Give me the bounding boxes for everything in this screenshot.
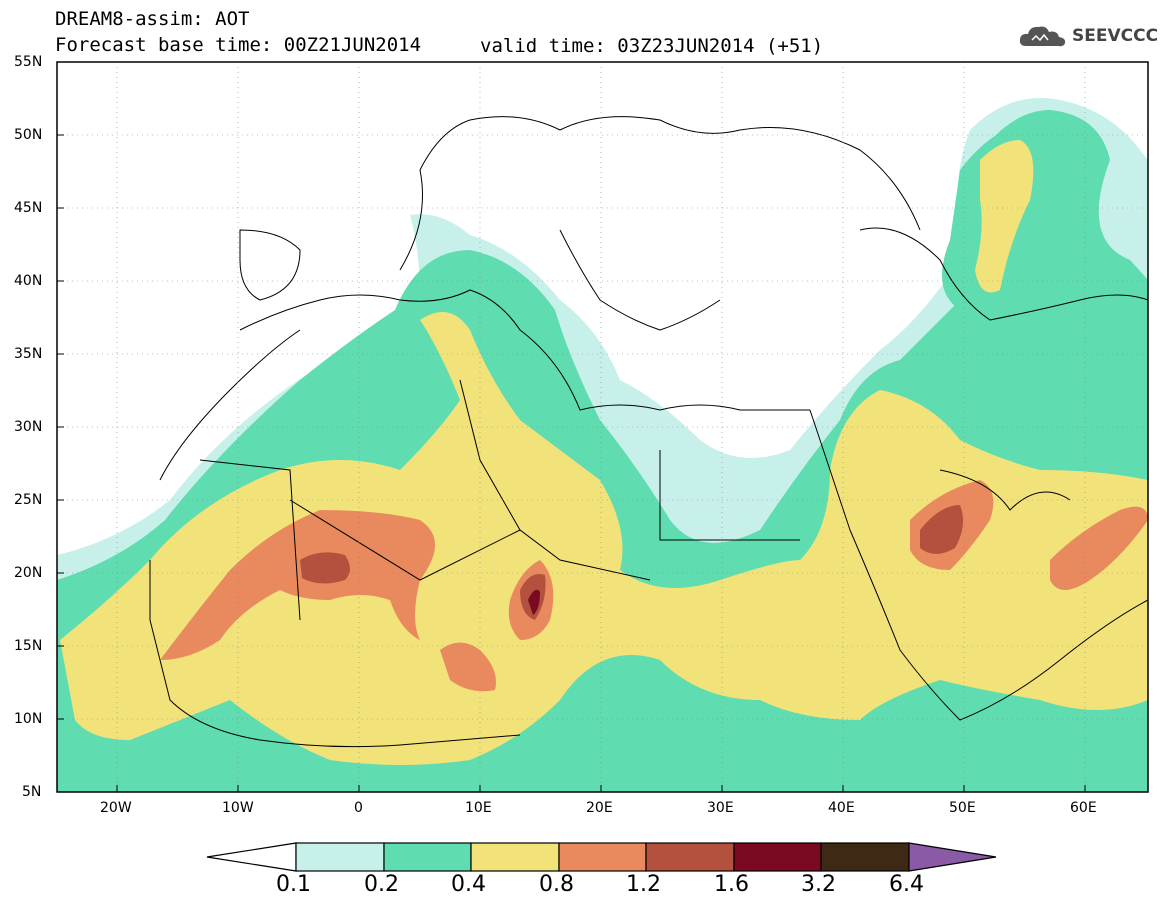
- colorbar-label: 3.2: [801, 872, 836, 897]
- colorbar-segment: [470, 842, 560, 872]
- lat-label: 5N: [22, 784, 42, 800]
- lat-label: 55N: [14, 54, 43, 70]
- lon-label: 30E: [707, 800, 734, 816]
- lat-label: 40N: [14, 273, 43, 289]
- colorbar-label: 0.2: [364, 872, 399, 897]
- lat-label: 10N: [14, 711, 43, 727]
- lat-label: 30N: [14, 419, 43, 435]
- lat-label: 15N: [14, 638, 43, 654]
- colorbar-low-arrow: [206, 842, 297, 872]
- axis-ticks: [57, 61, 1086, 792]
- colorbar-label: 6.4: [889, 872, 924, 897]
- lat-label: 45N: [14, 200, 43, 216]
- colorbar-segment: [295, 842, 385, 872]
- lon-label: 60E: [1070, 800, 1097, 816]
- lon-label: 20W: [100, 800, 132, 816]
- chart-title: DREAM8-assim: AOT: [55, 8, 250, 30]
- seevccc-logo: SEEVCCC: [1018, 22, 1158, 50]
- lon-label: 0: [354, 800, 363, 816]
- lat-label: 25N: [14, 492, 43, 508]
- colorbar-segment: [820, 842, 910, 872]
- colorbar-high-arrow: [908, 842, 997, 872]
- colorbar-label: 0.8: [539, 872, 574, 897]
- valid-time: valid time: 03Z23JUN2014 (+51): [480, 35, 824, 57]
- lon-label: 40E: [828, 800, 855, 816]
- lat-label: 20N: [14, 565, 43, 581]
- coastlines: [149, 116, 1148, 748]
- colorbar-label: 0.4: [451, 872, 486, 897]
- lon-label: 10E: [465, 800, 492, 816]
- colorbar-segment: [645, 842, 735, 872]
- graticule: [57, 62, 1148, 792]
- colorbar-segment: [558, 842, 647, 872]
- colorbar-label: 0.1: [276, 872, 311, 897]
- colorbar-segment: [733, 842, 822, 872]
- lat-label: 50N: [14, 127, 43, 143]
- lon-label: 20E: [586, 800, 613, 816]
- logo-text: SEEVCCC: [1072, 26, 1159, 46]
- cloud-icon: [1019, 26, 1066, 47]
- lon-label: 10W: [222, 800, 254, 816]
- colorbar-segment: [383, 842, 472, 872]
- colorbar-label: 1.2: [626, 872, 661, 897]
- lat-label: 35N: [14, 346, 43, 362]
- colorbar: [206, 842, 997, 872]
- forecast-base-time: Forecast base time: 00Z21JUN2014: [55, 34, 422, 56]
- lon-label: 50E: [949, 800, 976, 816]
- aot-contours: [57, 98, 1148, 792]
- colorbar-label: 1.6: [714, 872, 749, 897]
